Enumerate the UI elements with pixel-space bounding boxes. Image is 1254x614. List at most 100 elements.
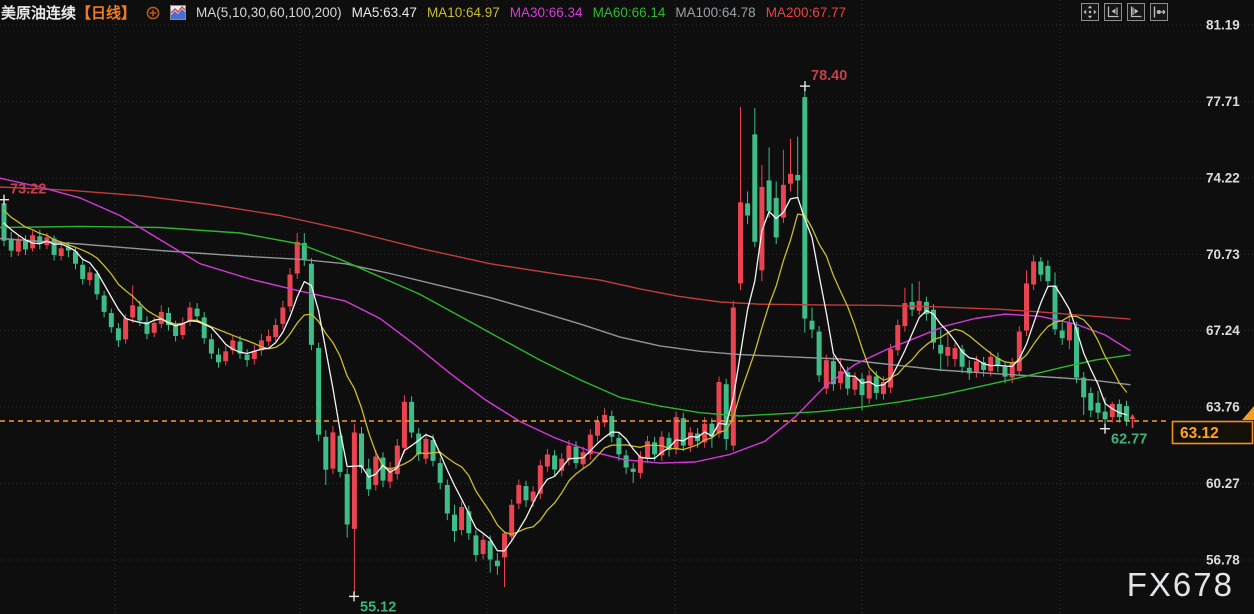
candle (938, 329, 944, 372)
candle (1031, 255, 1037, 290)
candle (308, 258, 314, 351)
candle (101, 291, 107, 318)
candle (516, 479, 522, 510)
candle (373, 450, 379, 491)
watermark: FX678 (1126, 566, 1234, 603)
candle (1088, 387, 1094, 418)
candle (187, 302, 193, 327)
candle (337, 430, 343, 478)
candle (351, 423, 357, 597)
candle (80, 258, 86, 285)
candle (788, 138, 793, 192)
y-axis-label: 63.76 (1206, 400, 1240, 415)
candle (630, 463, 636, 483)
y-axis-label: 56.78 (1206, 553, 1240, 568)
scale-right-icon[interactable] (1127, 3, 1145, 21)
candle (294, 233, 300, 279)
scale-left-icon[interactable] (1104, 3, 1122, 21)
candle (1095, 390, 1101, 420)
candle (1045, 260, 1051, 288)
y-axis-label: 60.27 (1206, 476, 1240, 491)
candle (730, 300, 736, 452)
candle (244, 349, 250, 367)
candle (809, 307, 815, 339)
pan-icon[interactable] (1081, 3, 1099, 21)
candle (1052, 272, 1058, 335)
candle (766, 147, 772, 218)
candle (394, 439, 400, 480)
ma5-line (3, 196, 1128, 552)
circle-plus-icon[interactable] (146, 6, 160, 20)
ma200-line (0, 186, 1131, 320)
candle (544, 448, 550, 472)
candle (759, 165, 765, 282)
candle (387, 462, 393, 489)
candle (1024, 270, 1029, 336)
candle (816, 326, 822, 382)
price-markers: 73.22 78.40 55.12 62.77 (0, 68, 1147, 614)
candle (216, 348, 221, 368)
candle (1016, 326, 1022, 377)
candle (1109, 401, 1115, 423)
candle (466, 505, 472, 540)
candles (1, 86, 1129, 597)
candle (509, 499, 515, 542)
ma100-value: MA100:64.78 (675, 5, 756, 20)
candle (595, 416, 600, 442)
candle (201, 311, 207, 344)
latest-price-pointer-icon[interactable] (1242, 406, 1254, 420)
candle (380, 452, 386, 488)
latest-bar-arrow-icon (1129, 414, 1136, 428)
ma200-value: MA200:67.77 (765, 5, 846, 20)
candle (680, 412, 686, 452)
candle (487, 535, 493, 573)
candle (623, 450, 629, 475)
candle (266, 329, 272, 346)
candle (473, 530, 479, 562)
jump-to-latest-icon[interactable] (1150, 3, 1168, 21)
candle (223, 345, 229, 366)
candle (673, 411, 679, 455)
candle (416, 428, 422, 461)
candle (94, 270, 100, 300)
candle (752, 108, 758, 248)
candle (430, 434, 436, 467)
candle (552, 450, 558, 477)
candle (316, 342, 322, 442)
candle (344, 468, 350, 538)
candle (130, 285, 136, 323)
candle (330, 425, 336, 475)
candle (916, 281, 922, 316)
candle (845, 366, 851, 396)
candle (859, 373, 865, 411)
y-axis-label: 67.24 (1206, 323, 1240, 338)
y-axis-label: 77.71 (1206, 94, 1240, 109)
y-axis-labels: 81.19 77.71 74.22 70.73 67.24 63.76 60.27 56.78 (1206, 18, 1240, 568)
candle (566, 440, 572, 466)
candle (609, 410, 615, 443)
candle (23, 235, 28, 255)
candle (273, 318, 279, 342)
symbol-name[interactable]: 美原油连续 (1, 5, 77, 22)
candle (480, 534, 486, 560)
y-axis-label: 74.22 (1206, 170, 1240, 185)
candle (923, 296, 929, 321)
candle (966, 360, 972, 380)
timeframe-label[interactable]: 【日线】 (76, 5, 137, 22)
candle (959, 344, 965, 374)
candle (909, 283, 915, 317)
y-axis-label: 70.73 (1206, 247, 1240, 262)
candle (280, 300, 286, 330)
svg-text:78.40: 78.40 (811, 68, 847, 84)
ma30-line (0, 177, 1131, 464)
candle (1002, 361, 1008, 384)
candle (237, 336, 243, 359)
candle (459, 501, 465, 536)
candle (802, 86, 808, 333)
kline-chart-icon[interactable] (170, 5, 187, 20)
svg-text:55.12: 55.12 (360, 599, 396, 614)
chart-header: 美原油连续 【日线】 MA(5,10,30,60,100,200) MA5:63.… (0, 0, 1254, 25)
ma100-line (0, 237, 1131, 386)
candle (323, 430, 329, 485)
